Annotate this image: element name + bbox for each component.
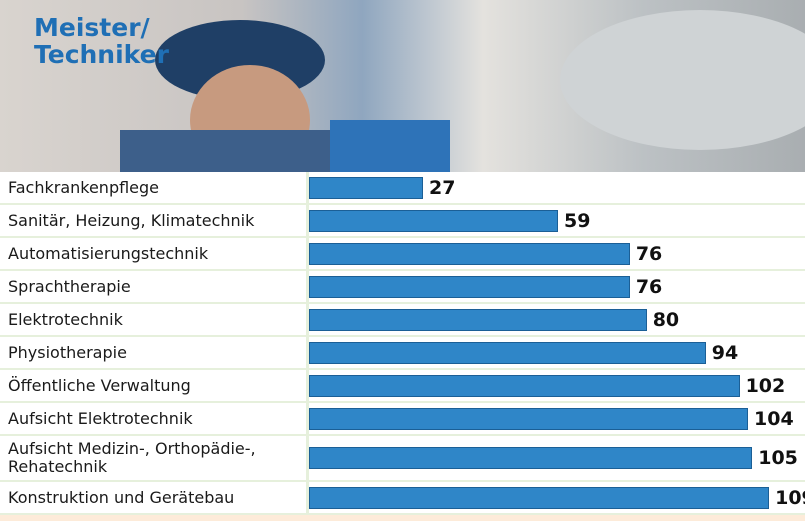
value-label: 102 — [745, 374, 786, 397]
bar — [309, 275, 630, 298]
value-label: 76 — [635, 242, 663, 265]
bar-row: Automatisierungstechnik 76 — [0, 238, 805, 271]
shirt — [120, 130, 340, 190]
value-label: 105 — [758, 447, 798, 469]
value-label: 76 — [635, 275, 663, 298]
plot-cell: 94 — [309, 337, 805, 368]
plot-cell: 105 — [309, 436, 805, 480]
category-label: Aufsicht Elektrotechnik — [0, 403, 309, 434]
bar-row: Öffentliche Verwaltung 102 — [0, 370, 805, 403]
plot-cell: 27 — [309, 172, 805, 203]
plot-cell: 76 — [309, 271, 805, 302]
category-label: Physiotherapie — [0, 337, 309, 368]
plot-cell: 80 — [309, 304, 805, 335]
category-label: Elektrotechnik — [0, 304, 309, 335]
bar — [309, 447, 753, 469]
value-label: 80 — [652, 308, 680, 331]
pipe — [330, 120, 450, 172]
bar — [309, 341, 706, 364]
bar-row: Elektrotechnik 80 — [0, 304, 805, 337]
value-label: 104 — [754, 407, 794, 430]
bar-row: Konstruktion und Gerätebau 109 — [0, 482, 805, 515]
bar — [309, 308, 647, 331]
bar — [309, 407, 748, 430]
plot-cell: 102 — [309, 370, 805, 401]
bar-rows: Fachkrankenpflege 27 Sanitär, Heizung, Kli… — [0, 172, 805, 515]
bar-row: Sanitär, Heizung, Klimatechnik 59 — [0, 205, 805, 238]
chart-title: Meister/ Techniker — [34, 13, 169, 69]
category-label: Sanitär, Heizung, Klimatechnik — [0, 205, 309, 236]
bar — [309, 486, 770, 509]
bar-row: Sprachtherapie 76 — [0, 271, 805, 304]
category-label: Automatisierungstechnik — [0, 238, 309, 269]
plot-cell: 109 — [309, 482, 805, 513]
bar — [309, 176, 423, 199]
category-label: Konstruktion und Gerätebau — [0, 482, 309, 513]
bar — [309, 374, 740, 397]
plot-cell: 59 — [309, 205, 805, 236]
category-label: Öffentliche Verwaltung — [0, 370, 309, 401]
bar-row: Fachkrankenpflege 27 — [0, 172, 805, 205]
value-label: 109 — [775, 486, 805, 509]
photo-illustration — [120, 10, 805, 190]
machine — [560, 10, 805, 150]
header-photo — [0, 0, 805, 190]
bar-row: Aufsicht Medizin-, Orthopädie-, Rehatech… — [0, 436, 805, 482]
plot-cell: 104 — [309, 403, 805, 434]
value-label: 27 — [428, 176, 456, 199]
category-label: Aufsicht Medizin-, Orthopädie-, Rehatech… — [0, 436, 309, 480]
plot-cell: 76 — [309, 238, 805, 269]
value-label: 59 — [564, 209, 591, 232]
bar — [309, 242, 630, 265]
category-label: Fachkrankenpflege — [0, 172, 309, 203]
bar-row: Aufsicht Elektrotechnik 104 — [0, 403, 805, 436]
category-label: Sprachtherapie — [0, 271, 309, 302]
bar-row: Physiotherapie 94 — [0, 337, 805, 370]
value-label: 94 — [711, 341, 739, 364]
bar — [309, 209, 559, 232]
